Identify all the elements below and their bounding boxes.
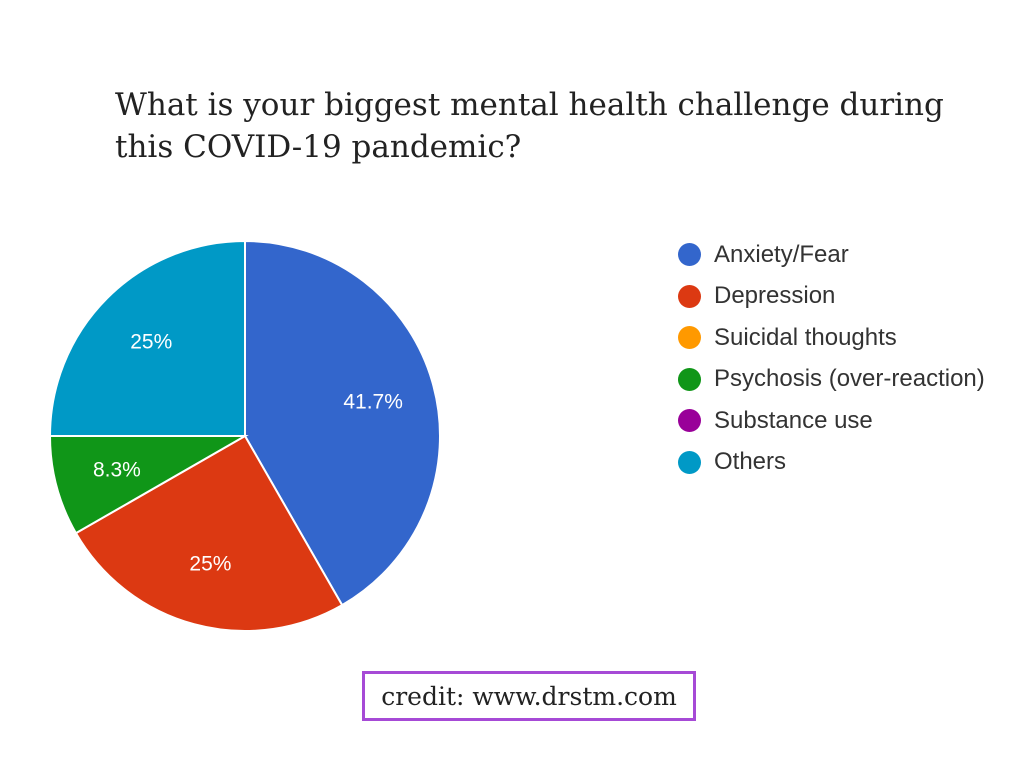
legend-label: Psychosis (over-reaction) xyxy=(714,365,985,393)
slice-label-anxiety-fear: 41.7% xyxy=(343,390,403,413)
legend-item-psychosis-over-reaction: Psychosis (over-reaction) xyxy=(678,359,985,401)
pie-slice-others xyxy=(48,239,246,437)
legend-swatch xyxy=(678,450,701,474)
legend-swatch xyxy=(678,367,701,391)
pie-slice-labels: 41.7% 25% 8.3% 25% xyxy=(93,331,403,576)
legend-item-anxiety-fear: Anxiety/Fear xyxy=(678,234,985,276)
legend-swatch xyxy=(678,326,701,350)
legend-label: Substance use xyxy=(714,406,873,434)
slice-label-depression: 25% xyxy=(189,553,231,576)
legend-label: Suicidal thoughts xyxy=(714,323,897,351)
legend-swatch xyxy=(678,284,701,308)
pie-slice-depression xyxy=(74,434,344,632)
legend-item-depression: Depression xyxy=(678,276,985,318)
legend-label: Anxiety/Fear xyxy=(714,240,849,268)
legend-swatch xyxy=(678,409,701,433)
chart-title-line-2: this COVID-19 pandemic? xyxy=(115,129,522,165)
chart-title-line-1: What is your biggest mental health chall… xyxy=(115,87,944,123)
legend-item-others: Others xyxy=(678,442,985,484)
slice-label-psychosis-over-reaction: 8.3% xyxy=(93,459,141,482)
pie-slice-anxiety-fear xyxy=(244,239,441,607)
chart-title: What is your biggest mental health chall… xyxy=(115,84,975,168)
pie-slice-psychosis-over-reaction xyxy=(48,435,249,535)
chart-legend: Anxiety/Fear Depression Suicidal thoughts P… xyxy=(678,234,985,483)
pie-slices xyxy=(48,239,441,632)
credit-text: credit: www.drstm.com xyxy=(381,681,677,711)
legend-label: Depression xyxy=(714,282,836,310)
credit-box: credit: www.drstm.com xyxy=(362,671,696,721)
slice-label-others: 25% xyxy=(130,331,172,354)
legend-item-substance-use: Substance use xyxy=(678,400,985,442)
legend-item-suicidal-thoughts: Suicidal thoughts xyxy=(678,317,985,359)
legend-label: Others xyxy=(714,448,787,476)
legend-swatch xyxy=(678,243,701,267)
